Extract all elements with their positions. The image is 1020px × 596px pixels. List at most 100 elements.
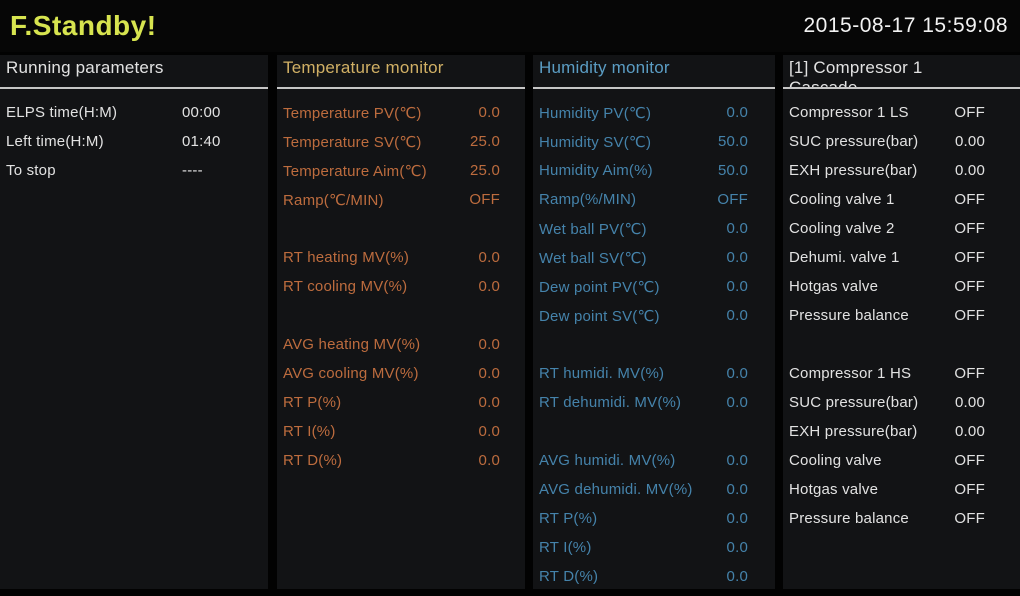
row-label: Cooling valve 1 [789,191,895,208]
row-label: Humidity PV(℃) [539,104,652,122]
panel-title: Running parameters [0,55,268,89]
row-value: 0.0 [478,104,500,121]
row-label: Temperature Aim(℃) [283,162,427,180]
row-label: RT I(%) [283,423,336,440]
row-value: 00:00 [182,104,221,121]
row-label: ELPS time(H:M) [6,104,118,121]
monitor-row [783,330,1020,359]
row-value: 0.00 [955,394,985,411]
row-label: RT D(%) [539,568,599,585]
monitor-row: Humidity PV(℃) 0.0 [533,98,775,127]
top-bar: F.Standby! 2015-08-17 15:59:08 [0,0,1020,52]
temperature-monitor-rows: Temperature PV(℃) 0.0 Temperature SV(℃) 25.… [277,89,525,475]
row-value: 0.0 [726,278,748,295]
row-value: 25.0 [470,133,500,150]
row-value: OFF [954,365,985,382]
row-label: Dehumi. valve 1 [789,249,900,266]
row-value: OFF [954,510,985,527]
row-label: AVG heating MV(%) [283,336,421,353]
row-label: Pressure balance [789,307,909,324]
monitor-row: Dew point SV(℃) 0.0 [533,301,775,330]
row-label: Compressor 1 HS [789,365,912,382]
monitor-row: Compressor 1 HS OFF [783,359,1020,388]
monitor-row: Pressure balance OFF [783,301,1020,330]
row-label: AVG humidi. MV(%) [539,452,676,469]
row-value: OFF [954,481,985,498]
panel-title: Temperature monitor [277,55,525,89]
row-value: 0.0 [726,220,748,237]
monitor-row: Temperature PV(℃) 0.0 [277,98,525,127]
compressor-rows: Compressor 1 LS OFF SUC pressure(bar) 0.00 E… [783,89,1020,533]
row-label: Cooling valve [789,452,882,469]
row-value: 0.00 [955,162,985,179]
monitor-row: Dehumi. valve 1 OFF [783,243,1020,272]
monitor-row: SUC pressure(bar) 0.00 [783,127,1020,156]
monitor-row: EXH pressure(bar) 0.00 [783,417,1020,446]
row-value: 0.0 [478,452,500,469]
monitor-row: AVG heating MV(%) 0.0 [277,330,525,359]
row-label: Dew point PV(℃) [539,278,660,296]
row-label: RT humidi. MV(%) [539,365,665,382]
row-value: 0.0 [726,510,748,527]
monitor-row: Pressure balance OFF [783,504,1020,533]
row-label: Temperature PV(℃) [283,104,422,122]
monitor-row: RT D(%) 0.0 [277,446,525,475]
row-value: 0.0 [726,481,748,498]
row-label: Left time(H:M) [6,133,104,150]
row-label: Hotgas valve [789,278,879,295]
row-value: 0.0 [726,539,748,556]
row-value: 0.0 [478,423,500,440]
row-label: AVG dehumidi. MV(%) [539,481,693,498]
panel-title-text: [1] Compressor 1 [789,58,923,77]
row-value: 0.0 [726,394,748,411]
monitor-row: RT I(%) 0.0 [533,533,775,562]
monitor-row: Wet ball PV(℃) 0.0 [533,214,775,243]
row-label: To stop [6,162,56,179]
row-label: Hotgas valve [789,481,879,498]
row-label: RT I(%) [539,539,592,556]
monitor-row [277,301,525,330]
row-value: OFF [954,278,985,295]
panel-title-text: Running parameters [6,58,164,77]
row-label: RT heating MV(%) [283,249,410,266]
row-value: 0.00 [955,133,985,150]
row-value: 0.00 [955,423,985,440]
row-label: EXH pressure(bar) [789,162,918,179]
panel-temperature-monitor: Temperature monitor Temperature PV(℃) 0.0… [277,55,525,589]
panel-title: Humidity monitor [533,55,775,89]
row-label: RT P(%) [539,510,598,527]
row-value: 0.0 [478,278,500,295]
row-label: SUC pressure(bar) [789,133,919,150]
row-label: Ramp(%/MIN) [539,191,637,208]
row-label: Dew point SV(℃) [539,307,660,325]
row-value: OFF [954,249,985,266]
monitor-row: RT cooling MV(%) 0.0 [277,272,525,301]
monitor-row: Cooling valve 2 OFF [783,214,1020,243]
row-label: Wet ball PV(℃) [539,220,647,238]
row-label: Humidity SV(℃) [539,133,652,151]
row-value: 0.0 [478,394,500,411]
monitor-row: Wet ball SV(℃) 0.0 [533,243,775,272]
row-label: RT cooling MV(%) [283,278,408,295]
monitor-row: RT humidi. MV(%) 0.0 [533,359,775,388]
row-value: 50.0 [718,162,748,179]
monitor-row: Temperature SV(℃) 25.0 [277,127,525,156]
row-label: RT dehumidi. MV(%) [539,394,682,411]
monitor-row [277,214,525,243]
row-value: ---- [182,162,203,179]
row-label: RT D(%) [283,452,343,469]
monitor-row: RT dehumidi. MV(%) 0.0 [533,388,775,417]
monitor-row: SUC pressure(bar) 0.00 [783,388,1020,417]
monitor-row: Left time(H:M) 01:40 [0,127,268,156]
row-value: 0.0 [726,365,748,382]
monitor-row: EXH pressure(bar) 0.00 [783,156,1020,185]
row-label: Humidity Aim(%) [539,162,653,179]
monitor-row: AVG cooling MV(%) 0.0 [277,359,525,388]
row-label: AVG cooling MV(%) [283,365,419,382]
row-value: OFF [954,220,985,237]
monitor-row: RT I(%) 0.0 [277,417,525,446]
row-value: 0.0 [726,249,748,266]
row-label: Temperature SV(℃) [283,133,422,151]
row-label: Wet ball SV(℃) [539,249,647,267]
